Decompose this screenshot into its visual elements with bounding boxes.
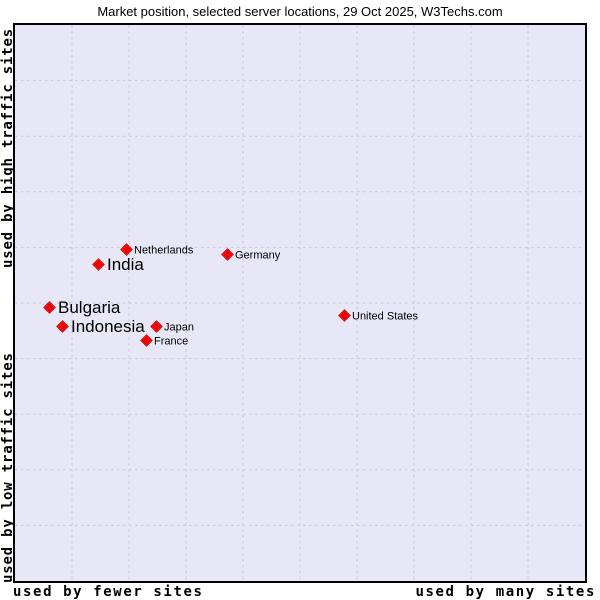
x-axis-label-many-sites: used by many sites (415, 584, 596, 600)
point-label: Japan (164, 321, 194, 334)
grid-lines (15, 25, 585, 581)
point-label: India (107, 255, 144, 275)
scatter-points-layer: Netherlands India Germany Bulgaria Indonesia… (15, 25, 585, 581)
diamond-marker (337, 308, 351, 322)
point-label: Germany (235, 249, 281, 262)
y-axis-label-high-traffic: used by high traffic sites (0, 28, 16, 268)
diamond-marker (42, 300, 56, 314)
point-label: Netherlands (134, 244, 194, 257)
plot-area: Netherlands India Germany Bulgaria Indonesia… (13, 23, 587, 583)
diamond-marker (119, 242, 133, 256)
diamond-marker (220, 247, 234, 261)
diamond-marker (91, 257, 105, 271)
point-label: Bulgaria (58, 298, 121, 318)
chart-title: Market position, selected server locatio… (97, 4, 503, 19)
diamond-marker (149, 319, 163, 333)
diamond-marker (55, 319, 69, 333)
x-axis-label-fewer-sites: used by fewer sites (13, 584, 204, 600)
point-label: United States (352, 310, 419, 323)
point-label: Indonesia (71, 317, 145, 337)
point-label: France (154, 335, 189, 348)
y-axis-label-low-traffic: used by low traffic sites (0, 352, 16, 583)
